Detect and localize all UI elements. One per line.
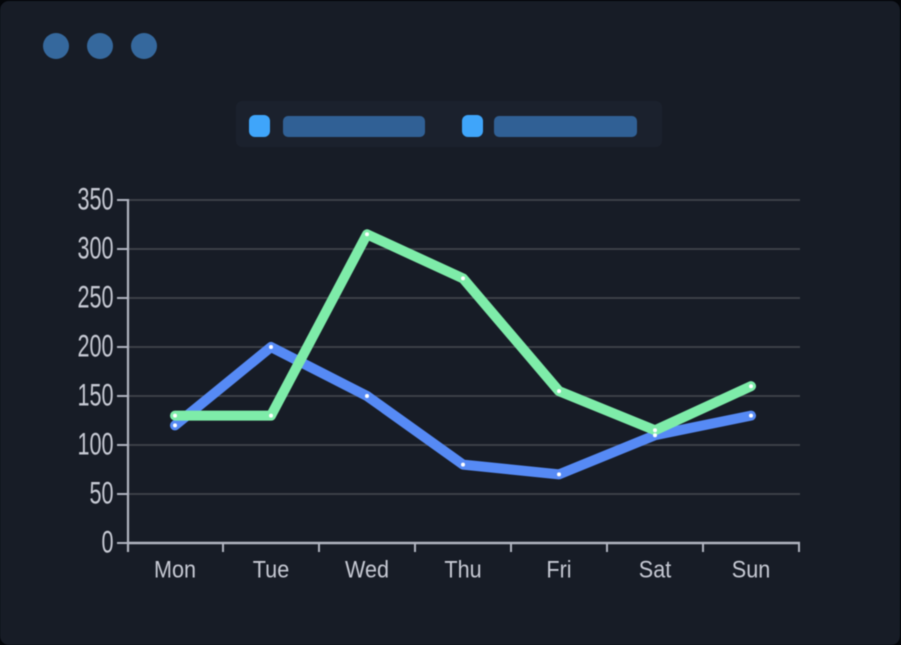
svg-text:0: 0 <box>101 524 113 559</box>
svg-text:Wed: Wed <box>345 555 389 582</box>
svg-text:100: 100 <box>77 426 113 461</box>
svg-text:Tue: Tue <box>253 555 289 582</box>
svg-text:50: 50 <box>89 475 113 510</box>
svg-text:350: 350 <box>77 181 113 216</box>
svg-text:150: 150 <box>77 377 113 412</box>
svg-text:Mon: Mon <box>154 555 196 582</box>
svg-text:Thu: Thu <box>444 555 481 582</box>
svg-text:Sun: Sun <box>732 555 770 582</box>
svg-text:200: 200 <box>77 328 113 363</box>
svg-text:Sat: Sat <box>639 555 672 582</box>
svg-text:Fri: Fri <box>546 555 571 582</box>
svg-text:250: 250 <box>77 279 113 314</box>
svg-text:300: 300 <box>77 230 113 265</box>
